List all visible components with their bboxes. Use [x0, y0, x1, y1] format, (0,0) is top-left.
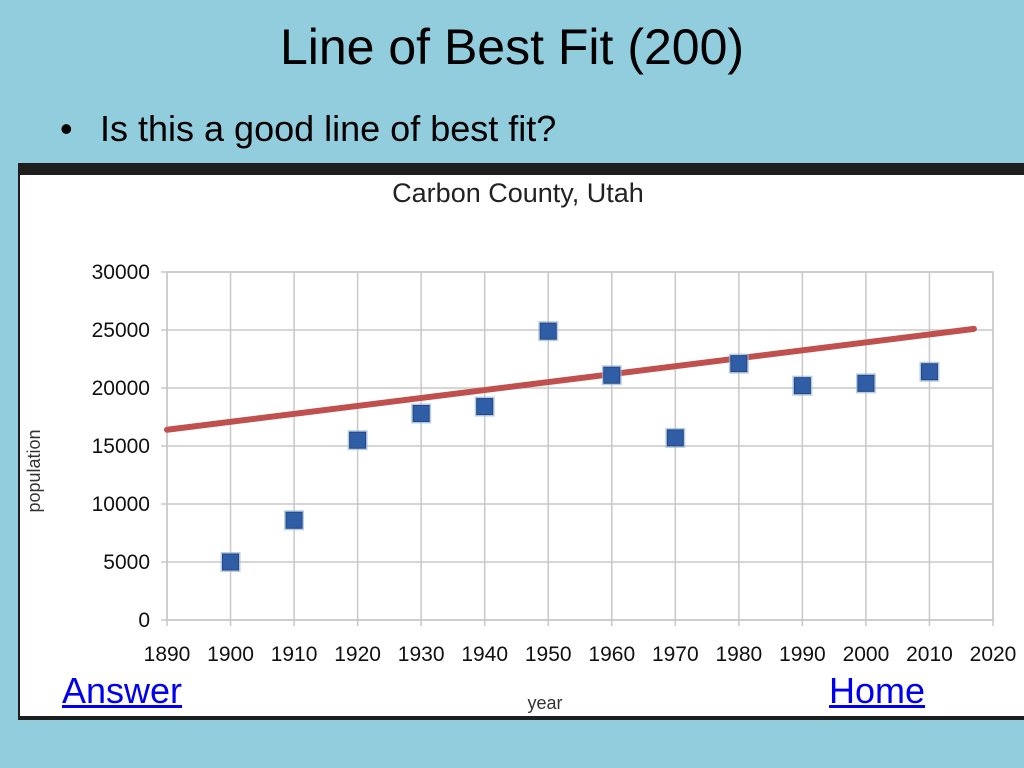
chart-frame: 1890 1900 1910 1920 1930 1940 1950 1960 1970 1980… — [18, 163, 1024, 720]
data-point — [476, 398, 494, 416]
x-tick-label: 1980 — [715, 643, 762, 666]
data-point — [539, 322, 557, 340]
x-tick-label: 2010 — [906, 643, 953, 666]
x-tick-label: 1990 — [779, 643, 826, 666]
axis-layer: 1890 1900 1910 1920 1930 1940 1950 1960 1970 1980… — [92, 261, 1017, 666]
data-point — [412, 405, 430, 423]
grid-layer — [161, 271, 994, 626]
answer-link[interactable]: Answer — [62, 670, 183, 711]
y-tick-label: 10000 — [92, 493, 150, 516]
chart-title: Carbon County, Utah — [392, 178, 644, 208]
chart-area: 1890 1900 1910 1920 1930 1940 1950 1960 1970 1980… — [20, 175, 1024, 716]
y-tick-label: 0 — [138, 609, 150, 632]
x-tick-label: 1910 — [271, 643, 318, 666]
y-tick-label: 25000 — [92, 319, 150, 342]
bullet-text: Is this a good line of best fit? — [100, 108, 557, 149]
data-point — [666, 429, 684, 447]
data-point — [285, 511, 303, 529]
slide-title: Line of Best Fit (200) — [279, 19, 745, 75]
fit-layer — [164, 325, 977, 433]
x-tick-label: 1930 — [398, 643, 445, 666]
bullet-marker: • — [60, 108, 73, 149]
x-tick-label: 2020 — [970, 643, 1017, 666]
data-point — [603, 366, 621, 384]
bullet-row: • Is this a good line of best fit? — [60, 108, 556, 150]
x-tick-label: 1890 — [144, 643, 191, 666]
data-point — [730, 355, 748, 373]
y-tick-label: 20000 — [92, 377, 150, 400]
home-link[interactable]: Home — [829, 670, 926, 711]
x-tick-label: 1960 — [588, 643, 635, 666]
x-tick-label: 2000 — [843, 643, 890, 666]
x-axis-label: year — [527, 693, 562, 713]
y-tick-label: 5000 — [103, 551, 150, 574]
y-tick-label: 15000 — [92, 435, 150, 458]
y-axis-label: population — [24, 429, 44, 512]
point-layer — [220, 321, 940, 572]
x-tick-label: 1940 — [461, 643, 508, 666]
data-point — [857, 374, 875, 392]
x-tick-label: 1970 — [652, 643, 699, 666]
y-tick-label: 30000 — [92, 261, 150, 284]
data-point — [793, 377, 811, 395]
x-tick-label: 1920 — [334, 643, 381, 666]
data-point — [222, 553, 240, 571]
data-point — [349, 431, 367, 449]
scatter-chart: 1890 1900 1910 1920 1930 1940 1950 1960 1970 1980… — [24, 178, 1017, 713]
x-tick-label: 1900 — [207, 643, 254, 666]
best-fit-line — [164, 325, 977, 433]
x-tick-label: 1950 — [525, 643, 572, 666]
data-point — [920, 363, 938, 381]
